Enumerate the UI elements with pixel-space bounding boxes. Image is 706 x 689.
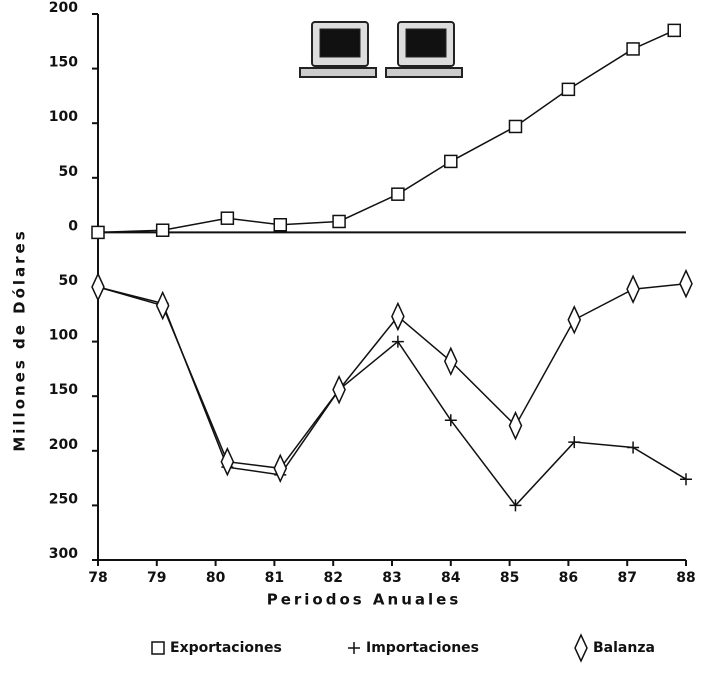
marker xyxy=(445,414,457,426)
x-tick-label: 78 xyxy=(88,570,107,586)
marker xyxy=(445,348,457,374)
marker xyxy=(445,155,457,167)
legend-label: Importaciones xyxy=(366,640,479,656)
x-tick-label: 81 xyxy=(265,570,284,586)
x-tick-label: 84 xyxy=(441,570,461,586)
y-tick-label: 200 xyxy=(49,0,78,16)
marker xyxy=(668,24,680,36)
marker xyxy=(333,215,345,227)
legend-marker xyxy=(575,635,587,661)
marker xyxy=(157,224,169,236)
marker xyxy=(392,303,404,329)
y-tick-label: 50 xyxy=(59,164,79,180)
y-tick-label: 150 xyxy=(49,382,78,398)
y-tick-label: 100 xyxy=(49,109,78,125)
y-tick-label: 0 xyxy=(68,218,78,234)
y-tick-label: 100 xyxy=(49,328,78,344)
marker xyxy=(333,377,345,403)
y-axis-label: Millones de Dólares xyxy=(11,228,29,451)
series-line xyxy=(98,287,686,505)
y-tick-label: 300 xyxy=(49,546,78,562)
marker xyxy=(392,188,404,200)
series-line xyxy=(98,284,686,469)
series-line xyxy=(98,30,674,232)
legend-marker xyxy=(348,642,360,654)
marker xyxy=(509,120,521,132)
marker xyxy=(627,442,639,454)
marker xyxy=(562,83,574,95)
y-tick-label: 50 xyxy=(59,273,79,289)
marker xyxy=(274,219,286,231)
y-tick-label: 200 xyxy=(49,437,78,453)
marker xyxy=(274,455,286,481)
marker xyxy=(221,212,233,224)
marker xyxy=(92,274,104,300)
x-tick-label: 79 xyxy=(147,570,166,586)
legend-marker xyxy=(152,642,164,654)
x-axis-label: Periodos Anuales xyxy=(267,591,462,609)
computer-icons xyxy=(300,22,462,77)
x-tick-label: 80 xyxy=(206,570,226,586)
legend-label: Balanza xyxy=(593,640,655,656)
x-tick-label: 87 xyxy=(617,570,636,586)
marker xyxy=(680,271,692,297)
y-tick-label: 150 xyxy=(49,55,78,71)
chart: Periodos Anuales Millones de Dólares 300… xyxy=(0,0,706,689)
x-tick-label: 83 xyxy=(382,570,401,586)
x-tick-label: 85 xyxy=(500,570,519,586)
marker xyxy=(680,473,692,485)
marker xyxy=(92,226,104,238)
marker xyxy=(627,276,639,302)
legend-label: Exportaciones xyxy=(170,640,282,656)
x-tick-label: 88 xyxy=(676,570,695,586)
x-tick-label: 86 xyxy=(559,570,578,586)
y-tick-label: 250 xyxy=(49,491,78,507)
marker xyxy=(627,43,639,55)
x-tick-label: 82 xyxy=(323,570,342,586)
